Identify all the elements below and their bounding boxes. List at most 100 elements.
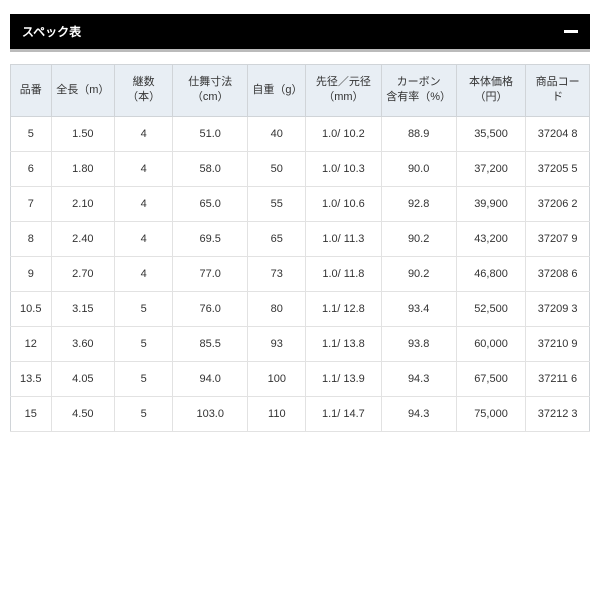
cell-6-2: 5 <box>115 326 173 361</box>
cell-0-7: 35,500 <box>456 116 525 151</box>
cell-4-4: 73 <box>248 256 306 291</box>
cell-3-2: 4 <box>115 221 173 256</box>
col-header-6: カーボン含有率（%） <box>381 65 456 117</box>
cell-2-8: 37206 2 <box>526 186 590 221</box>
cell-1-8: 37205 5 <box>526 151 590 186</box>
cell-5-5: 1.1/ 12.8 <box>306 291 381 326</box>
cell-3-6: 90.2 <box>381 221 456 256</box>
collapse-icon[interactable] <box>564 30 578 33</box>
cell-8-7: 75,000 <box>456 396 525 431</box>
cell-8-3: 103.0 <box>173 396 248 431</box>
cell-7-4: 100 <box>248 361 306 396</box>
cell-6-1: 3.60 <box>51 326 115 361</box>
cell-3-7: 43,200 <box>456 221 525 256</box>
cell-1-4: 50 <box>248 151 306 186</box>
col-header-1: 全長（m） <box>51 65 115 117</box>
cell-2-7: 39,900 <box>456 186 525 221</box>
cell-3-4: 65 <box>248 221 306 256</box>
cell-4-1: 2.70 <box>51 256 115 291</box>
table-row: 13.54.05594.01001.1/ 13.994.367,50037211… <box>11 361 590 396</box>
cell-1-0: 6 <box>11 151 52 186</box>
col-header-2: 継数（本） <box>115 65 173 117</box>
cell-8-6: 94.3 <box>381 396 456 431</box>
cell-7-1: 4.05 <box>51 361 115 396</box>
spec-header-title: スペック表 <box>22 23 81 40</box>
cell-4-8: 37208 6 <box>526 256 590 291</box>
col-header-0: 品番 <box>11 65 52 117</box>
table-row: 10.53.15576.0801.1/ 12.893.452,50037209 … <box>11 291 590 326</box>
cell-4-6: 90.2 <box>381 256 456 291</box>
col-header-4: 自重（g） <box>248 65 306 117</box>
cell-2-5: 1.0/ 10.6 <box>306 186 381 221</box>
cell-5-3: 76.0 <box>173 291 248 326</box>
cell-4-5: 1.0/ 11.8 <box>306 256 381 291</box>
cell-1-7: 37,200 <box>456 151 525 186</box>
cell-2-0: 7 <box>11 186 52 221</box>
cell-6-4: 93 <box>248 326 306 361</box>
cell-7-6: 94.3 <box>381 361 456 396</box>
table-row: 61.80458.0501.0/ 10.390.037,20037205 5 <box>11 151 590 186</box>
cell-4-2: 4 <box>115 256 173 291</box>
cell-6-6: 93.8 <box>381 326 456 361</box>
col-header-5: 先径／元径（mm） <box>306 65 381 117</box>
cell-3-3: 69.5 <box>173 221 248 256</box>
cell-6-3: 85.5 <box>173 326 248 361</box>
cell-8-4: 110 <box>248 396 306 431</box>
cell-5-8: 37209 3 <box>526 291 590 326</box>
cell-3-8: 37207 9 <box>526 221 590 256</box>
cell-0-1: 1.50 <box>51 116 115 151</box>
cell-0-3: 51.0 <box>173 116 248 151</box>
cell-2-2: 4 <box>115 186 173 221</box>
cell-7-0: 13.5 <box>11 361 52 396</box>
cell-3-0: 8 <box>11 221 52 256</box>
cell-7-8: 37211 6 <box>526 361 590 396</box>
cell-7-5: 1.1/ 13.9 <box>306 361 381 396</box>
cell-1-5: 1.0/ 10.3 <box>306 151 381 186</box>
cell-4-3: 77.0 <box>173 256 248 291</box>
cell-7-7: 67,500 <box>456 361 525 396</box>
table-row: 123.60585.5931.1/ 13.893.860,00037210 9 <box>11 326 590 361</box>
cell-5-2: 5 <box>115 291 173 326</box>
cell-5-0: 10.5 <box>11 291 52 326</box>
cell-6-0: 12 <box>11 326 52 361</box>
col-header-3: 仕舞寸法（cm） <box>173 65 248 117</box>
cell-7-2: 5 <box>115 361 173 396</box>
cell-7-3: 94.0 <box>173 361 248 396</box>
cell-1-2: 4 <box>115 151 173 186</box>
cell-8-2: 5 <box>115 396 173 431</box>
cell-0-6: 88.9 <box>381 116 456 151</box>
table-body: 51.50451.0401.0/ 10.288.935,50037204 861… <box>11 116 590 431</box>
cell-4-7: 46,800 <box>456 256 525 291</box>
cell-6-5: 1.1/ 13.8 <box>306 326 381 361</box>
cell-4-0: 9 <box>11 256 52 291</box>
cell-5-1: 3.15 <box>51 291 115 326</box>
col-header-7: 本体価格（円） <box>456 65 525 117</box>
cell-2-6: 92.8 <box>381 186 456 221</box>
cell-5-7: 52,500 <box>456 291 525 326</box>
table-row: 72.10465.0551.0/ 10.692.839,90037206 2 <box>11 186 590 221</box>
cell-8-5: 1.1/ 14.7 <box>306 396 381 431</box>
table-row: 82.40469.5651.0/ 11.390.243,20037207 9 <box>11 221 590 256</box>
table-row: 92.70477.0731.0/ 11.890.246,80037208 6 <box>11 256 590 291</box>
cell-0-5: 1.0/ 10.2 <box>306 116 381 151</box>
cell-1-6: 90.0 <box>381 151 456 186</box>
cell-2-1: 2.10 <box>51 186 115 221</box>
cell-6-7: 60,000 <box>456 326 525 361</box>
table-row: 51.50451.0401.0/ 10.288.935,50037204 8 <box>11 116 590 151</box>
table-header-row: 品番全長（m）継数（本）仕舞寸法（cm）自重（g）先径／元径（mm）カーボン含有… <box>11 65 590 117</box>
cell-1-3: 58.0 <box>173 151 248 186</box>
cell-2-3: 65.0 <box>173 186 248 221</box>
cell-1-1: 1.80 <box>51 151 115 186</box>
cell-8-1: 4.50 <box>51 396 115 431</box>
cell-0-8: 37204 8 <box>526 116 590 151</box>
spec-header[interactable]: スペック表 <box>10 14 590 52</box>
cell-0-4: 40 <box>248 116 306 151</box>
cell-0-2: 4 <box>115 116 173 151</box>
spec-table: 品番全長（m）継数（本）仕舞寸法（cm）自重（g）先径／元径（mm）カーボン含有… <box>10 64 590 432</box>
cell-3-5: 1.0/ 11.3 <box>306 221 381 256</box>
col-header-8: 商品コード <box>526 65 590 117</box>
table-row: 154.505103.01101.1/ 14.794.375,00037212 … <box>11 396 590 431</box>
cell-8-8: 37212 3 <box>526 396 590 431</box>
cell-3-1: 2.40 <box>51 221 115 256</box>
cell-5-6: 93.4 <box>381 291 456 326</box>
